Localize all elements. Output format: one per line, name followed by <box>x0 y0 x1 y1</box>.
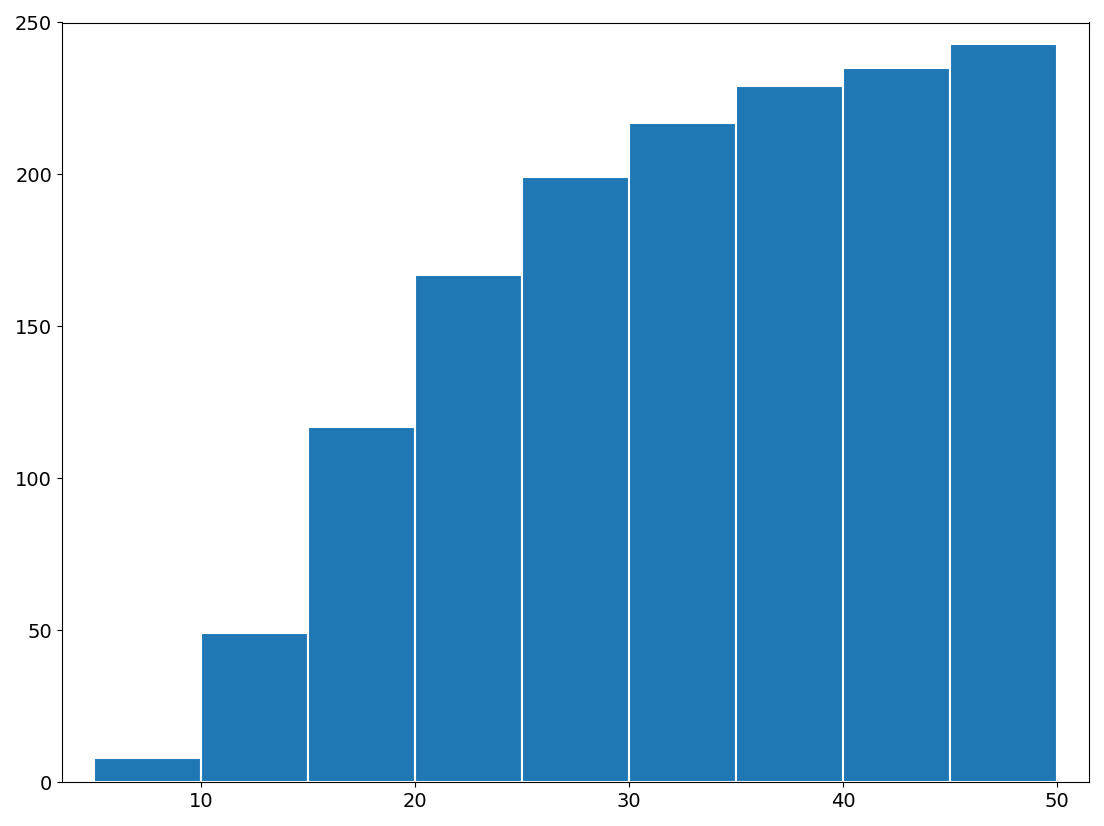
Bar <box>843 68 949 782</box>
Bar <box>415 275 522 782</box>
Bar <box>201 634 308 782</box>
Bar <box>522 178 629 782</box>
Bar <box>629 123 736 782</box>
Bar <box>308 427 415 782</box>
Bar <box>736 87 843 782</box>
Bar <box>94 758 201 782</box>
Bar <box>949 44 1057 782</box>
